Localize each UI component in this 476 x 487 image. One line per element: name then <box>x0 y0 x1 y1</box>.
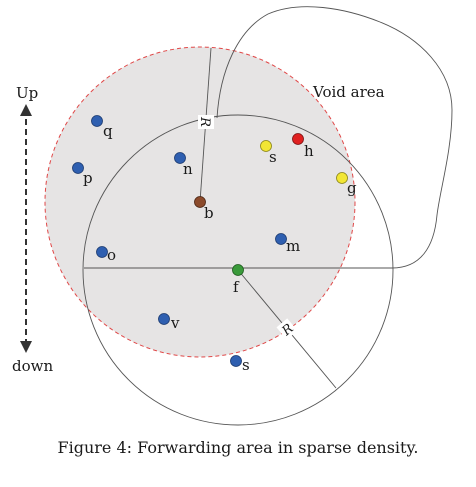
radius-label-f: R <box>276 318 298 340</box>
node-n: n <box>174 152 193 178</box>
svg-text:f: f <box>233 278 240 296</box>
down-label: down <box>12 357 53 375</box>
node-h: h <box>292 133 314 160</box>
node-s-yellow: s <box>260 140 277 166</box>
node-p: p <box>72 162 93 187</box>
svg-text:s: s <box>269 148 277 166</box>
range-circle-f <box>82 114 394 426</box>
arrowhead-down <box>20 341 32 353</box>
svg-text:q: q <box>103 122 113 140</box>
svg-text:p: p <box>83 169 93 187</box>
figure-caption: Figure 4: Forwarding area in sparse dens… <box>57 438 419 457</box>
svg-text:R: R <box>197 116 212 127</box>
node-f: f <box>232 264 244 296</box>
void-area-outline <box>84 6 453 269</box>
up-label: Up <box>16 84 38 102</box>
node-g: g <box>336 172 357 197</box>
node-s-blue: s <box>230 355 250 374</box>
radius-label-b: R <box>197 115 214 129</box>
node-q: q <box>91 115 113 140</box>
void-area-label: Void area <box>312 83 385 101</box>
svg-text:n: n <box>183 160 193 178</box>
node-b: b <box>194 196 214 222</box>
forwarding-area-diagram: R R Void area Up down q p n b s h g m <box>12 6 453 426</box>
svg-text:g: g <box>347 179 357 197</box>
node-m: m <box>275 233 300 255</box>
svg-text:o: o <box>107 246 116 264</box>
node-o: o <box>96 246 116 264</box>
svg-text:h: h <box>304 142 314 160</box>
svg-text:b: b <box>204 204 214 222</box>
svg-text:m: m <box>286 237 300 255</box>
arrowhead-up <box>20 104 32 116</box>
node-v: v <box>158 313 180 332</box>
svg-text:v: v <box>170 314 180 332</box>
svg-text:s: s <box>242 356 250 374</box>
